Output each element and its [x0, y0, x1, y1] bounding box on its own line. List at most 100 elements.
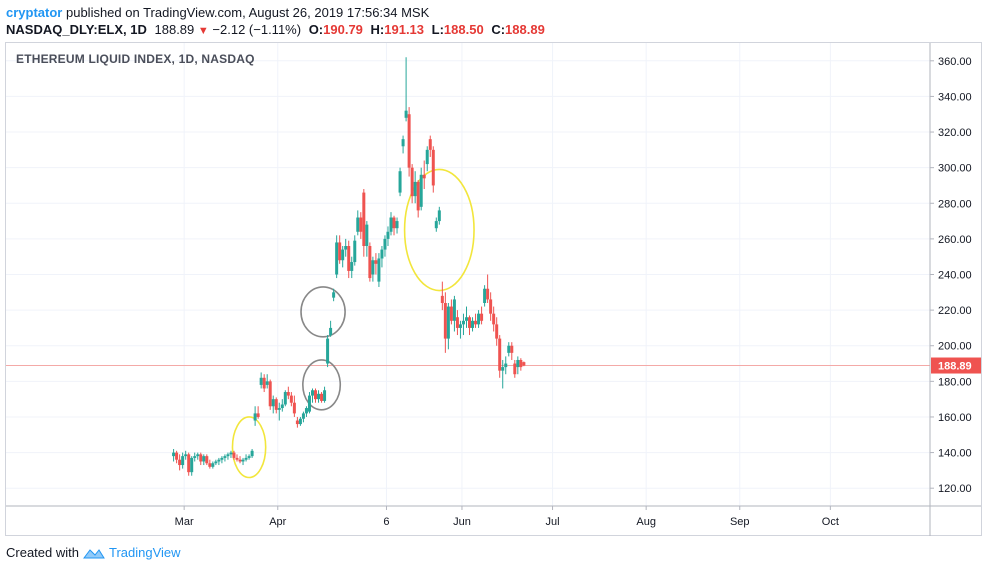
candle: [350, 256, 354, 279]
created-with-label: Created with: [6, 545, 79, 560]
candle: [410, 164, 414, 204]
candle-body: [458, 324, 462, 328]
candle-body: [347, 246, 351, 271]
candle: [292, 395, 296, 417]
candle: [510, 342, 514, 360]
candle-body: [398, 171, 402, 193]
last-price-badge: [931, 357, 981, 374]
candle: [498, 335, 502, 378]
candle-body: [190, 457, 194, 473]
candle-body: [353, 240, 357, 263]
candle: [332, 288, 336, 302]
candle: [507, 342, 511, 357]
candle-body: [389, 217, 393, 232]
candle-body: [446, 306, 450, 339]
candle-body: [229, 452, 233, 455]
candle-body: [262, 377, 266, 389]
candle-body: [256, 413, 260, 417]
tradingview-link[interactable]: TradingView: [108, 545, 181, 560]
last-price: 188.89: [154, 22, 195, 37]
candle-body: [289, 395, 293, 403]
candle: [428, 135, 432, 157]
candle-body: [416, 181, 420, 211]
candle: [232, 450, 236, 460]
author-link[interactable]: cryptator: [6, 5, 63, 20]
x-tick-label: Jul: [546, 516, 560, 528]
candle: [265, 374, 269, 389]
tradingview-logo-icon: [82, 548, 105, 558]
candle: [289, 392, 293, 407]
candle-body: [419, 174, 423, 207]
yellow-circle-annotation: [403, 168, 475, 292]
candle: [419, 167, 423, 211]
candle: [199, 452, 203, 466]
y-tick-label: 280.00: [938, 198, 972, 210]
candle-body: [380, 249, 384, 259]
candle: [175, 450, 179, 464]
candle-body: [172, 452, 176, 457]
candle-body: [404, 110, 408, 118]
candle-body: [471, 320, 475, 328]
x-tick-label: 6: [383, 516, 389, 528]
candle: [238, 456, 242, 464]
candle: [501, 359, 505, 389]
candle: [247, 454, 251, 460]
y-tick-label: 120.00: [938, 483, 972, 495]
candle-body: [286, 392, 290, 396]
candle-body: [196, 454, 200, 457]
candle: [395, 217, 399, 234]
candle-body: [187, 454, 191, 473]
candle-body: [238, 459, 242, 462]
candle: [202, 454, 206, 466]
candle: [368, 242, 372, 282]
candle: [250, 449, 254, 458]
yellow-circle-annotation: [231, 416, 267, 479]
price-axis: 120.00 140.00 160.00 180.00 200.00 220.00 240.…: [929, 43, 981, 536]
x-tick-label: Oct: [822, 516, 839, 528]
candle: [416, 180, 420, 218]
candle: [413, 171, 417, 204]
candle-body: [383, 238, 387, 250]
candle: [455, 310, 459, 336]
candle: [446, 302, 450, 350]
candle: [522, 361, 526, 367]
candle: [259, 372, 263, 389]
candle: [458, 320, 462, 339]
publish-line: cryptator published on TradingView.com, …: [6, 5, 429, 20]
candle-body: [244, 457, 248, 460]
candle-body: [323, 390, 327, 401]
candle-body: [341, 249, 345, 261]
candle: [317, 390, 321, 403]
candle: [338, 235, 342, 264]
candle: [425, 146, 429, 172]
candle: [434, 217, 438, 232]
candle-body: [181, 456, 185, 466]
candle-body: [434, 221, 438, 229]
candle-body: [392, 217, 396, 229]
candle: [353, 235, 357, 266]
close-label: C:: [491, 22, 506, 37]
candle: [329, 320, 333, 337]
y-tick-label: 340.00: [938, 91, 972, 103]
candle: [184, 450, 188, 460]
candle-body: [519, 359, 523, 368]
candle: [489, 292, 493, 321]
candle: [504, 356, 508, 375]
candle-body: [292, 402, 296, 414]
candle: [241, 457, 245, 466]
candle: [304, 406, 308, 417]
candle: [208, 459, 212, 469]
candle: [452, 295, 456, 332]
candle: [386, 226, 390, 247]
candle-body: [199, 454, 203, 462]
candle: [196, 452, 200, 460]
candle-body: [492, 313, 496, 325]
candle-body: [425, 149, 429, 165]
candle-body: [386, 231, 390, 239]
candle: [404, 57, 408, 122]
candle: [323, 386, 327, 403]
candle: [178, 454, 182, 471]
candle-body: [310, 390, 314, 396]
candle-body: [431, 149, 435, 186]
